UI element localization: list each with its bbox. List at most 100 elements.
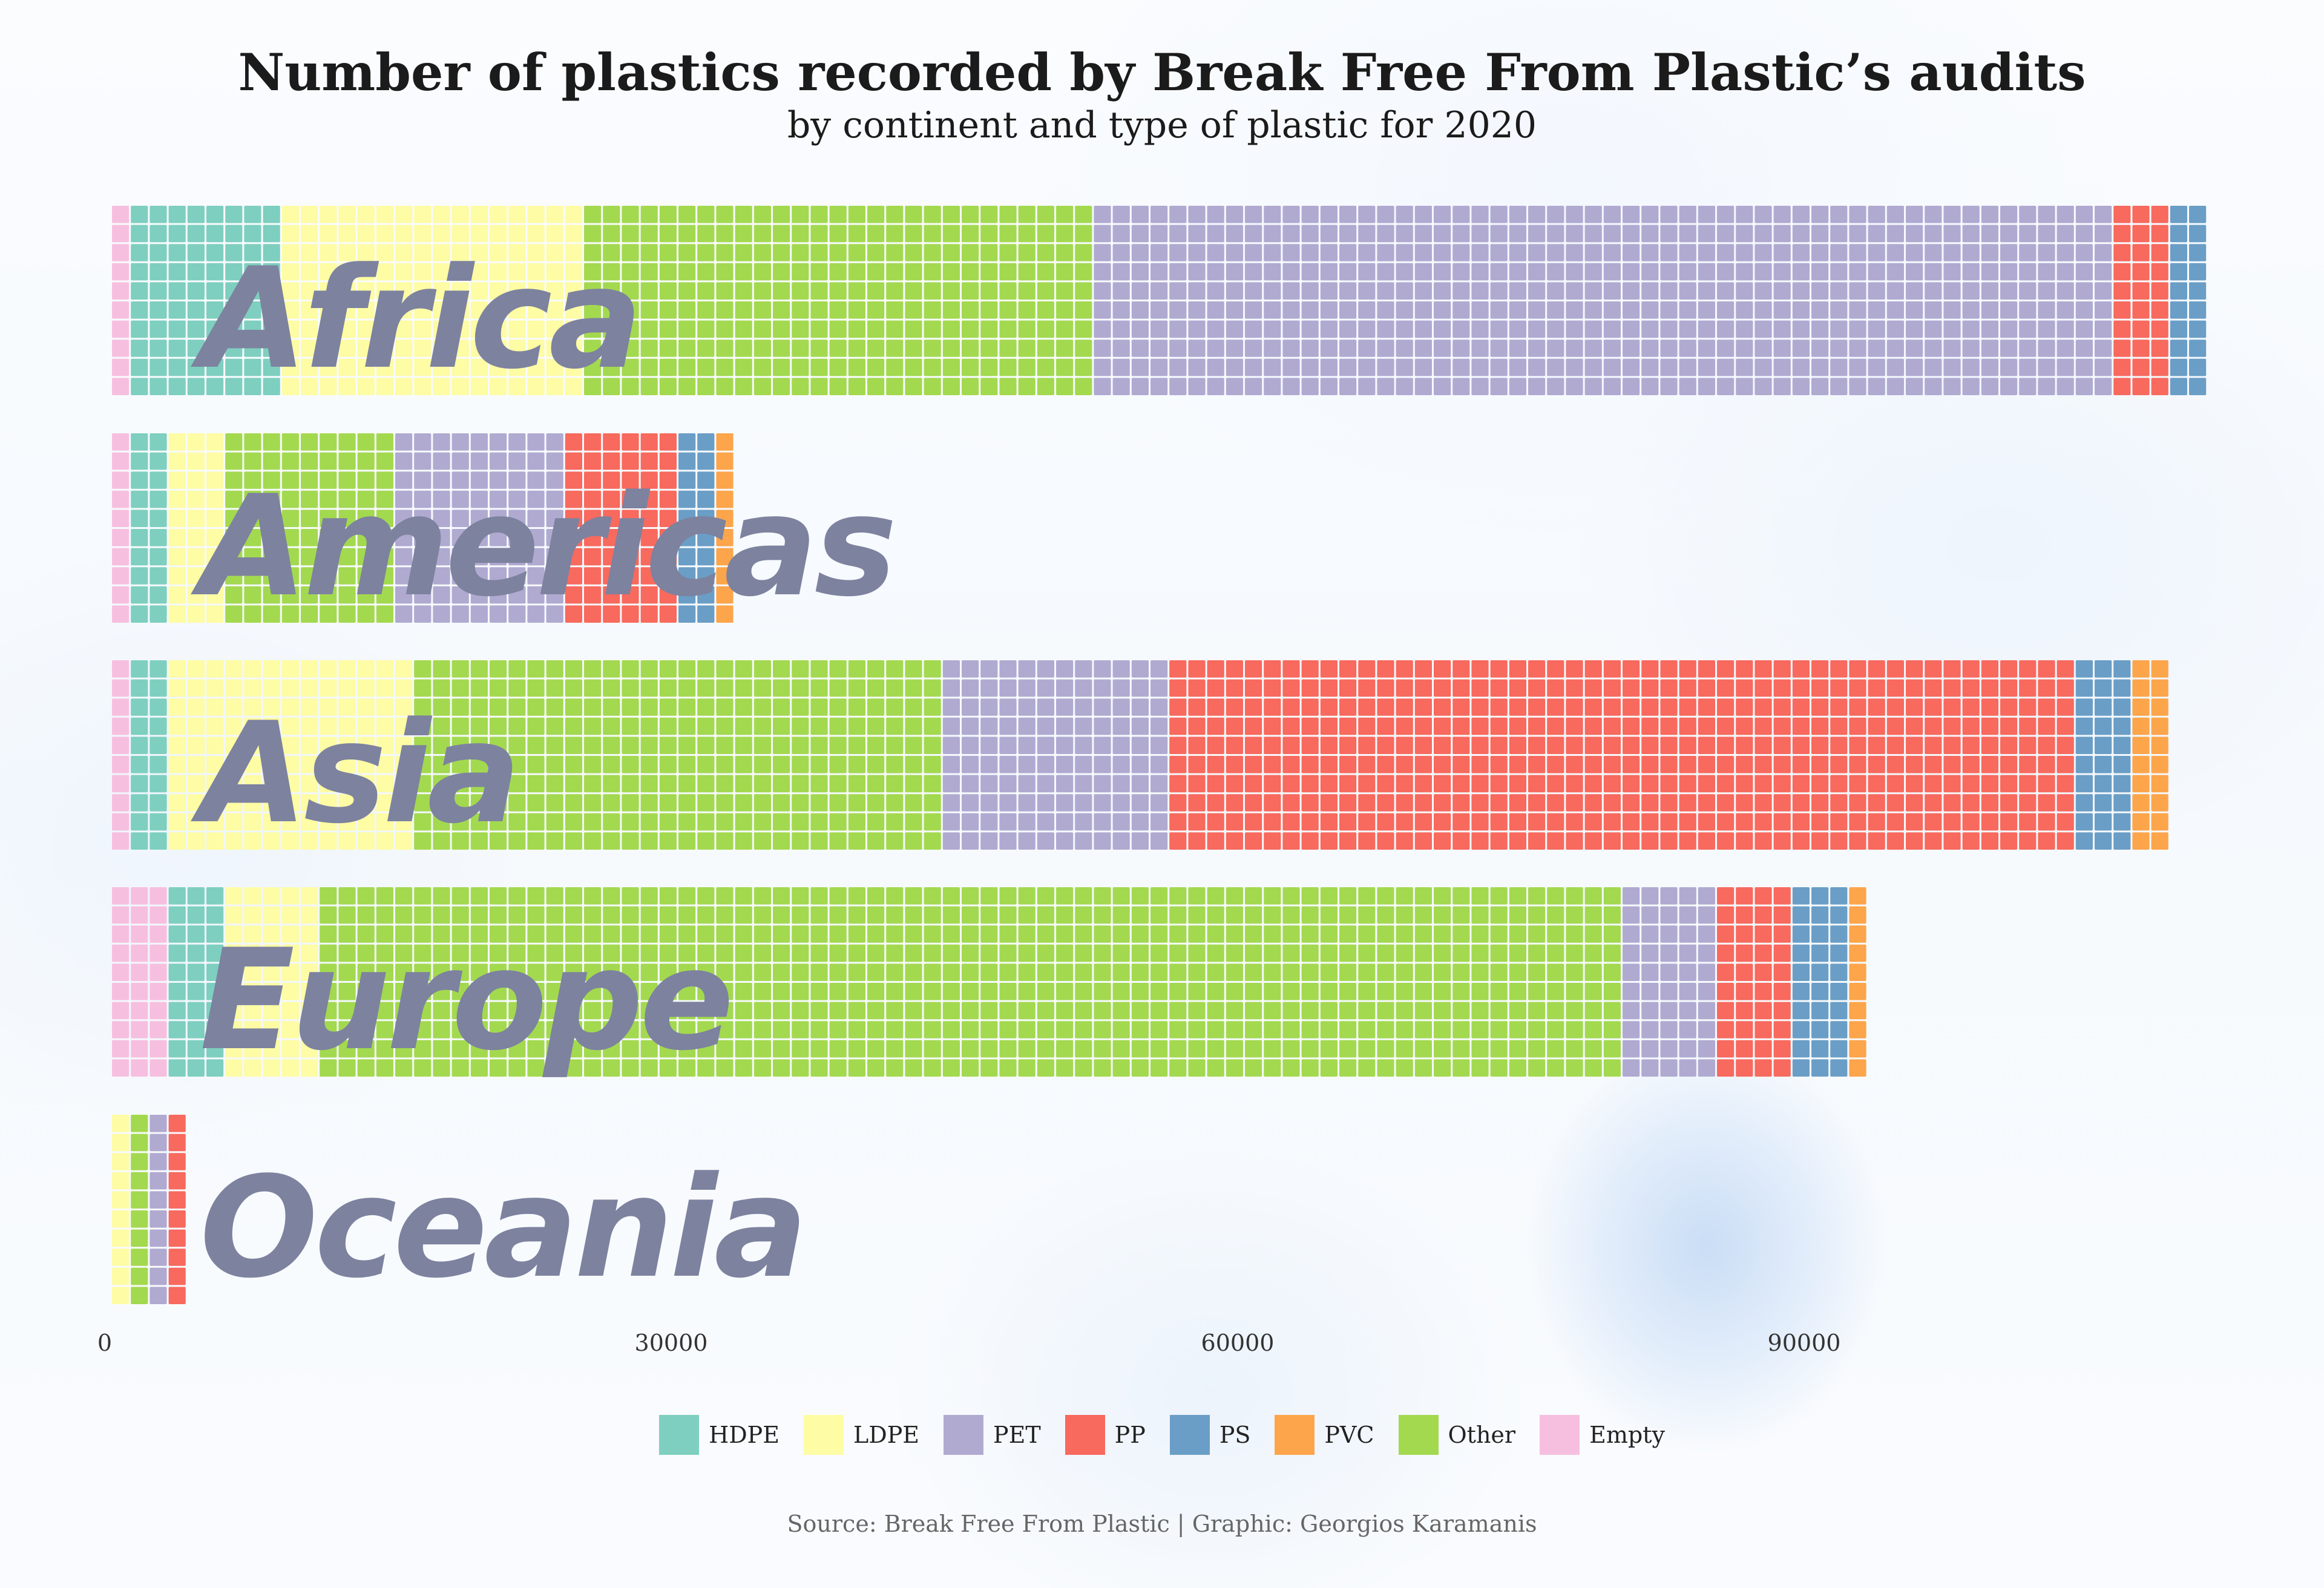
waffle-cell-other [1414,925,1432,943]
waffle-cell-ldpe [320,244,337,261]
waffle-cell-pet [1320,358,1338,376]
waffle-cell-ldpe [225,756,243,773]
waffle-cell-ldpe [301,963,318,981]
waffle-cell-pet [2038,263,2055,281]
waffle-cell-other [829,1021,847,1038]
waffle-cell-pet [1320,378,1338,395]
legend: HDPE LDPE PET PP PS PVC Other Empty [0,1415,2324,1455]
waffle-cell-pp [1906,756,1923,773]
legend-swatch [1540,1415,1580,1455]
waffle-cell-pet [1264,340,1281,357]
waffle-cell-ldpe [433,301,450,319]
waffle-cell-empty [149,944,167,962]
waffle-cell-other [1188,1059,1206,1077]
waffle-cell-hdpe [131,660,148,678]
waffle-cell-other [1396,1021,1413,1038]
waffle-cell-other [603,679,620,697]
waffle-cell-other [1056,963,1074,981]
waffle-cell-ldpe [357,717,375,735]
waffle-cell-ldpe [112,1287,130,1304]
waffle-cell-ldpe [320,660,337,678]
waffle-cell-pet [1925,301,1942,319]
waffle-cell-ldpe [338,282,356,300]
waffle-cell-other [490,983,507,1000]
waffle-cell-other [924,756,941,773]
waffle-cell-ldpe [187,756,205,773]
waffle-cell-pet [1943,225,1961,243]
waffle-cell-other [1528,925,1546,943]
waffle-cell-pp [1245,813,1262,831]
waffle-cell-pet [1886,206,1904,223]
legend-swatch [1275,1415,1315,1455]
waffle-cell-pet [1981,263,1998,281]
waffle-cell-pvc [2132,775,2150,793]
waffle-cell-pet [1018,775,1036,793]
waffle-cell-pp [1660,813,1678,831]
waffle-cell-pet [1018,737,1036,754]
waffle-cell-ldpe [281,756,299,773]
waffle-cell-pp [1754,983,1772,1000]
waffle-cell-other [1075,1002,1092,1020]
waffle-cell-pet [1151,358,1168,376]
waffle-cell-other [1037,925,1054,943]
waffle-cell-other [697,944,715,962]
waffle-cell-ldpe [187,698,205,716]
waffle-cell-other [451,756,469,773]
waffle-cell-other [659,320,677,338]
waffle-cell-pet [1981,282,1998,300]
waffle-cell-other [1075,282,1092,300]
waffle-cell-pet [1566,340,1583,357]
waffle-cell-ldpe [225,717,243,735]
waffle-cell-other [1112,1059,1130,1077]
waffle-cell-other [867,906,885,924]
waffle-cell-other [886,225,904,243]
waffle-cell-pet [1717,206,1735,223]
waffle-cell-ldpe [320,717,337,735]
waffle-cell-pet [1830,244,1848,261]
waffle-cell-ps [2075,698,2093,716]
waffle-cell-other [565,737,582,754]
waffle-cell-pp [2019,698,2037,716]
waffle-cell-pet [2056,378,2074,395]
waffle-cell-pp [603,605,620,623]
waffle-cell-other [792,983,809,1000]
legend-item-pet: PET [944,1415,1041,1455]
waffle-cell-pp [565,433,582,451]
waffle-cell-other [603,282,620,300]
waffle-cell-ldpe [206,775,224,793]
waffle-cell-other [1584,925,1602,943]
waffle-cell-pet [1566,244,1583,261]
waffle-cell-other [603,244,620,261]
waffle-cell-pp [1547,813,1564,831]
waffle-cell-other [1414,944,1432,962]
waffle-cell-other [716,320,734,338]
waffle-cell-pp [2151,282,2168,300]
waffle-cell-ldpe [301,1002,318,1020]
waffle-cell-ldpe [490,206,507,223]
waffle-cell-other [1264,1002,1281,1020]
waffle-cell-empty [112,548,130,566]
waffle-cell-other [1471,963,1489,981]
waffle-cell-ldpe [301,756,318,773]
waffle-cell-empty [112,605,130,623]
waffle-cell-pp [1339,832,1357,850]
waffle-cell-ldpe [395,698,413,716]
waffle-cell-pp [1736,737,1753,754]
waffle-cell-empty [112,340,130,357]
waffle-cell-other [1018,358,1036,376]
waffle-cell-pp [1717,717,1735,735]
waffle-cell-other [433,1002,450,1020]
waffle-cell-pet [1245,282,1262,300]
waffle-cell-other [942,358,960,376]
waffle-cell-ps [2075,737,2093,754]
waffle-cell-other [451,983,469,1000]
waffle-cell-pet [1131,340,1149,357]
waffle-cell-pet [433,567,450,585]
waffle-cell-pp [1547,737,1564,754]
waffle-cell-pet [1169,340,1187,357]
waffle-cell-other [942,320,960,338]
waffle-cell-pp [1717,737,1735,754]
waffle-cell-pp [1811,698,1829,716]
waffle-cell-ldpe [244,1002,261,1020]
waffle-cell-pet [149,1191,167,1209]
